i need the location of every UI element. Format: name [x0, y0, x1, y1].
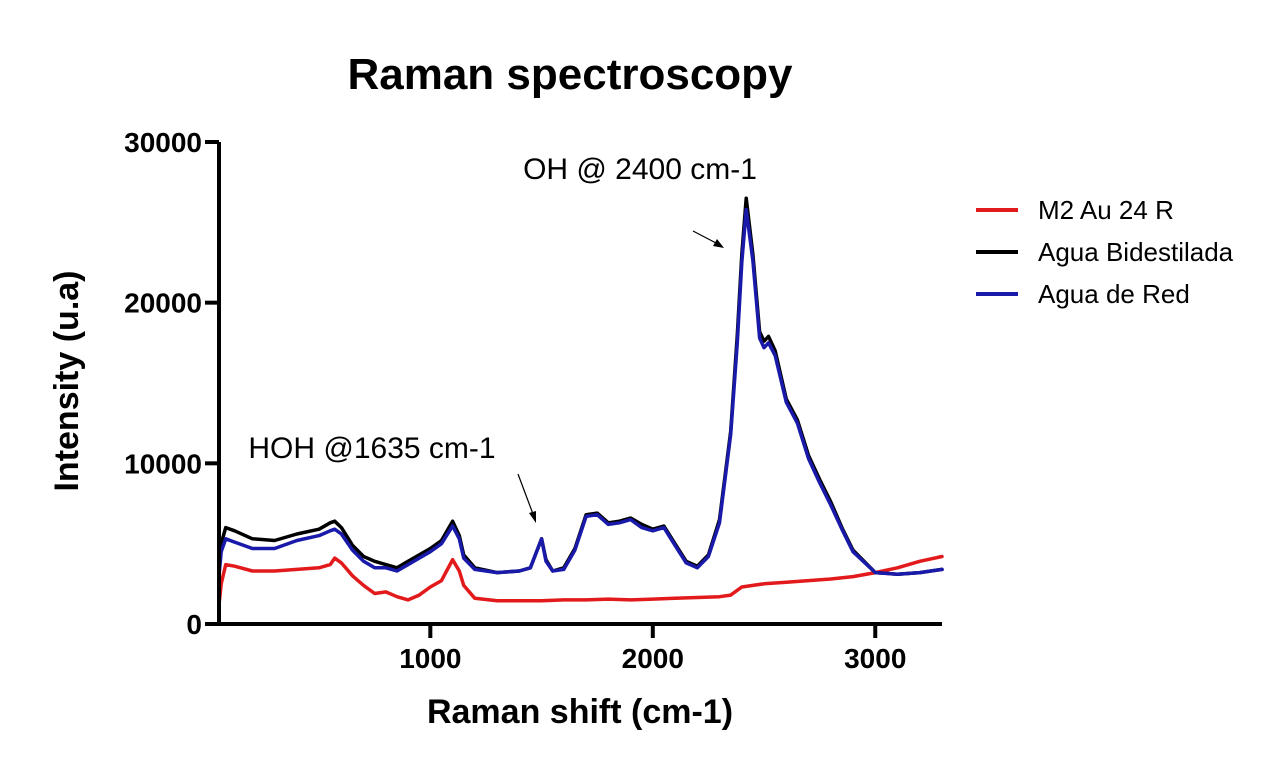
chart-title: Raman spectroscopy [347, 50, 793, 99]
x-tick-label: 3000 [844, 643, 906, 674]
x-axis-title: Raman shift (cm-1) [427, 693, 733, 731]
annotation-oh: OH @ 2400 cm-1 [523, 153, 757, 186]
annotation-oh-arrow [692, 230, 724, 248]
annotation-hoh-arrow [517, 473, 536, 523]
y-axis-title: Intensity (u.a) [48, 270, 86, 491]
series-line-1 [217, 554, 944, 607]
y-tick-label: 0 [186, 609, 202, 640]
series-line-2 [217, 196, 944, 576]
y-ticks: 0 10000 20000 30000 [124, 127, 219, 640]
plot-lines [217, 196, 944, 607]
legend-label: Agua Bidestilada [1038, 237, 1234, 267]
series-line-3 [217, 207, 944, 578]
y-tick-label: 30000 [124, 127, 202, 158]
x-tick-label: 1000 [399, 643, 461, 674]
legend: M2 Au 24 R Agua Bidestilada Agua de Red [976, 195, 1234, 309]
legend-label: M2 Au 24 R [1038, 195, 1174, 225]
legend-label: Agua de Red [1038, 279, 1190, 309]
annotation-hoh: HOH @1635 cm-1 [248, 432, 495, 465]
y-tick-label: 20000 [124, 288, 202, 319]
y-tick-label: 10000 [124, 448, 202, 479]
x-tick-label: 2000 [622, 643, 684, 674]
x-ticks: 1000 2000 3000 [399, 624, 906, 674]
